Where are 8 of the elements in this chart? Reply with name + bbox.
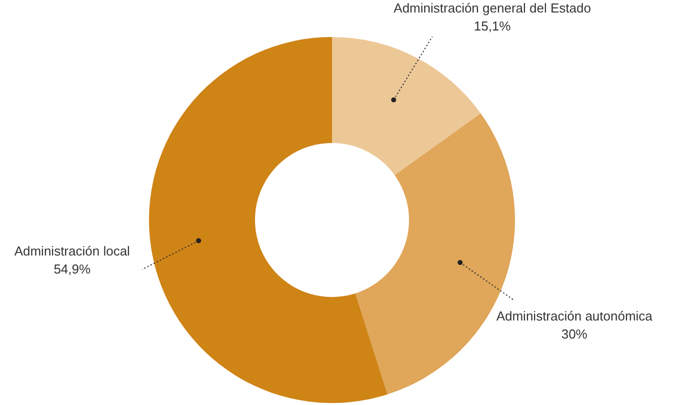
slice-label: Administración autonómica: [496, 308, 654, 324]
donut-slice: [332, 37, 481, 176]
data-label: 54,9%: [54, 261, 91, 276]
donut-slice: [149, 37, 388, 403]
data-label: 15,1%: [474, 18, 512, 34]
data-label: 30%: [561, 326, 588, 342]
slice-label: Administración local: [14, 243, 130, 258]
slice-label: Administración general del Estado: [394, 0, 591, 16]
